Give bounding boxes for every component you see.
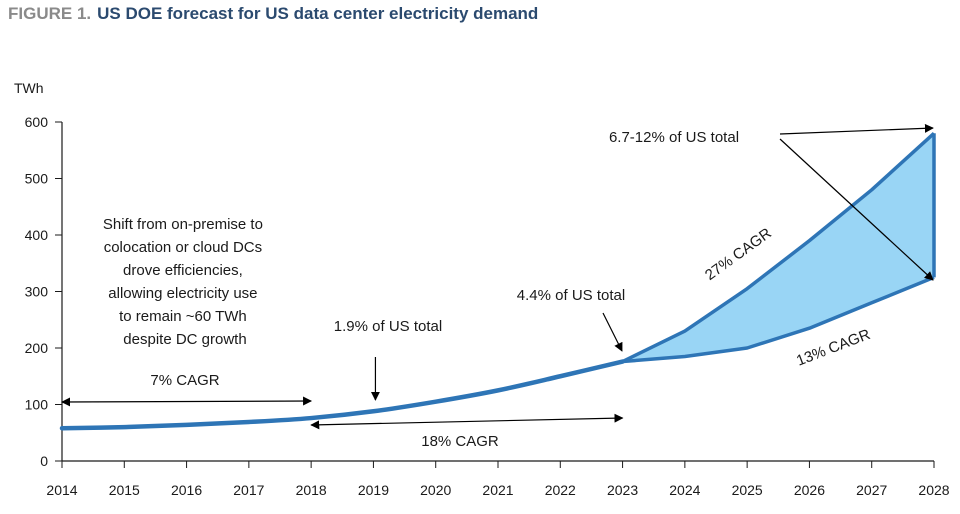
x-tick-label: 2027	[856, 482, 887, 498]
arrow-share-2028-high	[779, 123, 934, 135]
x-tick-label: 2022	[545, 482, 576, 498]
annotation-shift-text: Shift from on-premise to colocation or c…	[103, 216, 267, 348]
x-tick-label: 2023	[607, 482, 638, 498]
x-tick-label: 2026	[794, 482, 825, 498]
y-tick-label: 0	[40, 453, 48, 469]
x-tick-label: 2019	[358, 482, 389, 498]
figure-label: FIGURE 1.	[8, 4, 92, 23]
annotation-shift-line-2: colocation or cloud DCs	[104, 239, 262, 256]
x-tick-label: 2025	[732, 482, 763, 498]
y-tick-label: 400	[25, 227, 49, 243]
annotation-shift-line-3: drove efficiencies,	[123, 262, 243, 279]
x-tick-label: 2014	[46, 482, 77, 498]
series-line-low-forecast	[622, 275, 935, 364]
annotation-cagr-13: 13% CAGR	[794, 326, 873, 370]
annotation-share-2028: 6.7-12% of US total	[609, 129, 739, 146]
x-tick-label: 2018	[296, 482, 327, 498]
annotation-arrows-group	[61, 123, 934, 430]
figure-title-text: US DOE forecast for US data center elect…	[97, 4, 539, 23]
y-tick-label: 100	[25, 397, 49, 413]
figure-title: FIGURE 1. US DOE forecast for US data cen…	[8, 4, 538, 24]
annotation-shift-line-4: allowing electricity use	[108, 285, 257, 302]
arrow-cagr-18	[310, 413, 624, 430]
annotation-shift-line-1: Shift from on-premise to	[103, 216, 263, 233]
x-tick-label: 2015	[109, 482, 140, 498]
y-tick-label: 500	[25, 171, 49, 187]
annotation-shift-line-5: to remain ~60 TWh	[119, 308, 247, 325]
annotation-cagr-7: 7% CAGR	[150, 372, 219, 389]
x-tick-label: 2021	[482, 482, 513, 498]
y-axis-label: TWh	[14, 80, 44, 96]
series-lines-group	[59, 132, 936, 431]
arrow-cagr-7	[61, 396, 313, 407]
series-line-high-forecast	[621, 132, 936, 364]
annotation-cagr-18: 18% CAGR	[421, 433, 499, 450]
x-tick-label: 2016	[171, 482, 202, 498]
x-tick-label: 2017	[233, 482, 264, 498]
annotation-share-2023: 4.4% of US total	[517, 287, 625, 304]
y-tick-label: 200	[25, 340, 49, 356]
x-tick-label: 2028	[918, 482, 949, 498]
annotation-share-2019: 1.9% of US total	[334, 318, 442, 335]
y-tick-label: 600	[25, 114, 49, 130]
series-line-historical	[59, 359, 625, 431]
y-tick-label: 300	[25, 284, 49, 300]
forecast-range-area-group	[622, 133, 934, 362]
x-tick-label: 2024	[669, 482, 700, 498]
tick-labels-group: 0 100 200 300 400 500 600 2014 2015 2016 2017 2018 2…	[25, 114, 950, 498]
forecast-range-area	[622, 133, 934, 362]
arrow-share-2028-low	[779, 138, 934, 281]
annotation-shift-line-6: despite DC growth	[123, 331, 246, 348]
arrow-share-2023	[602, 312, 623, 352]
x-tick-label: 2020	[420, 482, 451, 498]
